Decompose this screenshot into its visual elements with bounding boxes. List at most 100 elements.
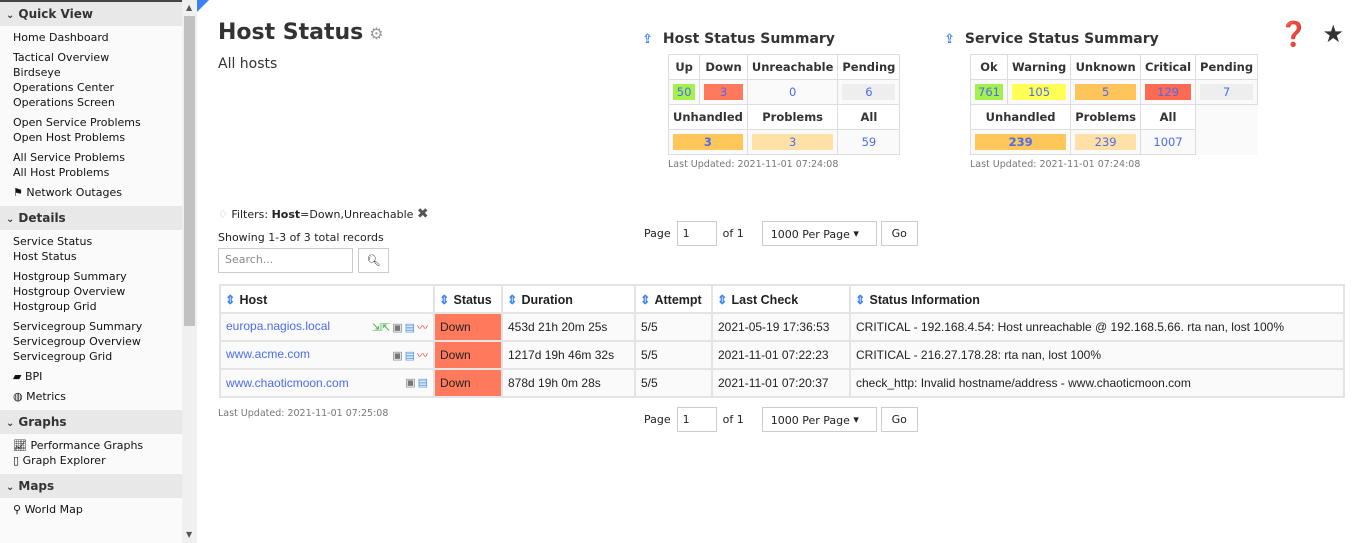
host-action-icon[interactable]: ▤ [404, 322, 415, 334]
sidebar-item[interactable]: Operations Center [13, 81, 114, 94]
host-action-icon[interactable]: 〰 [417, 350, 428, 362]
summary-count[interactable]: 50 [673, 84, 696, 100]
table-cell: 5/5 [634, 312, 713, 342]
sidebar-item[interactable]: Servicegroup Grid [13, 350, 113, 363]
table-cell: CRITICAL - 192.168.4.54: Host unreachabl… [849, 312, 1345, 342]
sidebar-item[interactable]: ▯ Graph Explorer [13, 454, 106, 467]
scroll-up-arrow[interactable]: ▲ [186, 3, 193, 12]
summary-count[interactable]: 239 [975, 134, 1067, 150]
sidebar-section-header[interactable]: ⌄ Graphs [0, 410, 182, 434]
item-icon: ⚑ [13, 186, 27, 199]
sidebar-item[interactable]: Operations Screen [13, 96, 115, 109]
host-action-icon[interactable]: 〰 [417, 322, 428, 334]
sidebar-item[interactable]: Hostgroup Grid [13, 300, 97, 313]
help-icon[interactable]: ❓ [1278, 20, 1309, 48]
host-action-icon[interactable]: ▤ [417, 377, 428, 389]
column-header[interactable]: ⇕ Attempt [634, 284, 713, 314]
host-action-icons[interactable]: ▣ ▤ 〰 [390, 347, 428, 363]
host-link[interactable]: europa.nagios.local [226, 319, 331, 333]
scroll-down-arrow[interactable]: ▼ [186, 530, 193, 539]
summary-count[interactable]: 1007 [1153, 135, 1183, 149]
summary-count[interactable]: 59 [861, 135, 877, 149]
sidebar-item[interactable]: Host Status [13, 250, 77, 263]
sort-icon[interactable]: ⇕ [439, 292, 450, 307]
host-action-icon[interactable]: ⇲⇱ [371, 322, 391, 334]
sidebar-item[interactable]: Hostgroup Summary [13, 270, 127, 283]
collapse-icon[interactable]: ⇪ [642, 32, 653, 47]
corner-marker[interactable] [197, 0, 209, 12]
sidebar-section-header[interactable]: ⌄ Quick View [0, 2, 182, 26]
summary-count[interactable]: 129 [1145, 84, 1192, 100]
sidebar-item[interactable]: Home Dashboard [13, 31, 109, 44]
sidebar-item[interactable]: 📈︎ Performance Graphs [13, 439, 144, 452]
per-page-select[interactable]: 1000 Per Page ▾ [761, 407, 877, 432]
summary-count[interactable]: 761 [975, 84, 1003, 100]
sort-icon[interactable]: ⇕ [507, 292, 518, 307]
filter-icon: ♢ [218, 208, 228, 221]
column-header[interactable]: ⇕ Host [219, 284, 435, 314]
host-link[interactable]: www.chaoticmoon.com [226, 376, 349, 390]
sidebar-item[interactable]: All Host Problems [13, 166, 110, 179]
table-row: www.chaoticmoon.com ▣ ▤ Down 878d 19h 0m 28s… [219, 368, 1345, 398]
column-header[interactable]: ⇕ Status [433, 284, 503, 314]
sidebar-item[interactable]: ⚲ World Map [13, 503, 83, 516]
column-header[interactable]: ⇕ Status Information [849, 284, 1345, 314]
host-link[interactable]: www.acme.com [226, 347, 311, 361]
host-summary-table: Up Down Unreachable Pending 50 3 0 6 Unhandled Pr… [667, 54, 901, 155]
pager-top: Page 1 of 1 1000 Per Page ▾ Go [644, 221, 918, 246]
summary-count[interactable]: 3 [751, 134, 834, 150]
page-input[interactable]: 1 [676, 221, 717, 246]
sidebar-item[interactable]: Tactical Overview [13, 51, 110, 64]
table-cell: 2021-11-01 07:22:23 [711, 340, 851, 370]
scrollbar-thumb[interactable] [184, 16, 195, 326]
search-button[interactable]: 🔍︎ [358, 248, 389, 273]
gear-icon[interactable]: ⚙ [369, 24, 384, 43]
sidebar-item[interactable]: ⚑ Network Outages [13, 186, 122, 199]
summary-count[interactable]: 105 [1011, 84, 1067, 100]
sidebar-item[interactable]: Hostgroup Overview [13, 285, 126, 298]
summary-header: Warning [1006, 54, 1072, 80]
summary-count[interactable]: 6 [842, 84, 896, 100]
summary-count[interactable]: 3 [704, 84, 743, 100]
sidebar-item[interactable]: Birdseye [13, 66, 61, 79]
summary-count[interactable]: 239 [1075, 134, 1137, 150]
per-page-select[interactable]: 1000 Per Page ▾ [761, 221, 877, 246]
sidebar-item[interactable]: All Service Problems [13, 151, 125, 164]
host-action-icon[interactable]: ▣ [392, 350, 403, 362]
sidebar-item[interactable]: ▰ BPI [13, 370, 43, 383]
column-header[interactable]: ⇕ Last Check [711, 284, 851, 314]
collapse-icon[interactable]: ⇪ [944, 32, 955, 47]
sidebar-item[interactable]: Servicegroup Summary [13, 320, 143, 333]
sort-icon[interactable]: ⇕ [855, 292, 866, 307]
go-button[interactable]: Go [880, 407, 918, 432]
clear-filter-icon[interactable]: ✖ [416, 206, 429, 222]
record-count: Showing 1-3 of 3 total records [218, 231, 384, 244]
sort-icon[interactable]: ⇕ [717, 292, 728, 307]
sidebar-item[interactable]: Open Service Problems [13, 116, 141, 129]
sidebar-item[interactable]: Open Host Problems [13, 131, 126, 144]
service-summary-title: ⇪ Service Status Summary [944, 31, 1159, 47]
summary-count[interactable]: 0 [788, 85, 797, 99]
column-header[interactable]: ⇕ Duration [501, 284, 636, 314]
sidebar-item[interactable]: ◍ Metrics [13, 390, 67, 403]
sidebar-section-header[interactable]: ⌄ Details [0, 206, 182, 230]
star-icon[interactable]: ★ [1322, 20, 1344, 48]
host-action-icon[interactable]: ▤ [404, 350, 415, 362]
page-input[interactable]: 1 [676, 407, 717, 432]
host-action-icons[interactable]: ▣ ▤ [403, 376, 428, 389]
summary-count[interactable]: 5 [1075, 84, 1137, 100]
summary-header: Unhandled [668, 104, 748, 130]
sidebar-section-header[interactable]: ⌄ Maps [0, 474, 182, 498]
summary-count[interactable]: 3 [673, 134, 743, 150]
host-action-icon[interactable]: ▣ [392, 322, 403, 334]
sort-icon[interactable]: ⇕ [640, 292, 651, 307]
sidebar-item[interactable]: Service Status [13, 235, 93, 248]
sort-icon[interactable]: ⇕ [225, 292, 236, 307]
sidebar-item[interactable]: Servicegroup Overview [13, 335, 141, 348]
summary-header: All [1140, 104, 1197, 130]
host-action-icon[interactable]: ▣ [405, 377, 416, 389]
go-button[interactable]: Go [880, 221, 918, 246]
search-input[interactable]: Search... [218, 248, 353, 273]
summary-count[interactable]: 7 [1200, 84, 1254, 100]
host-action-icons[interactable]: ⇲⇱ ▣ ▤ 〰 [370, 319, 428, 335]
